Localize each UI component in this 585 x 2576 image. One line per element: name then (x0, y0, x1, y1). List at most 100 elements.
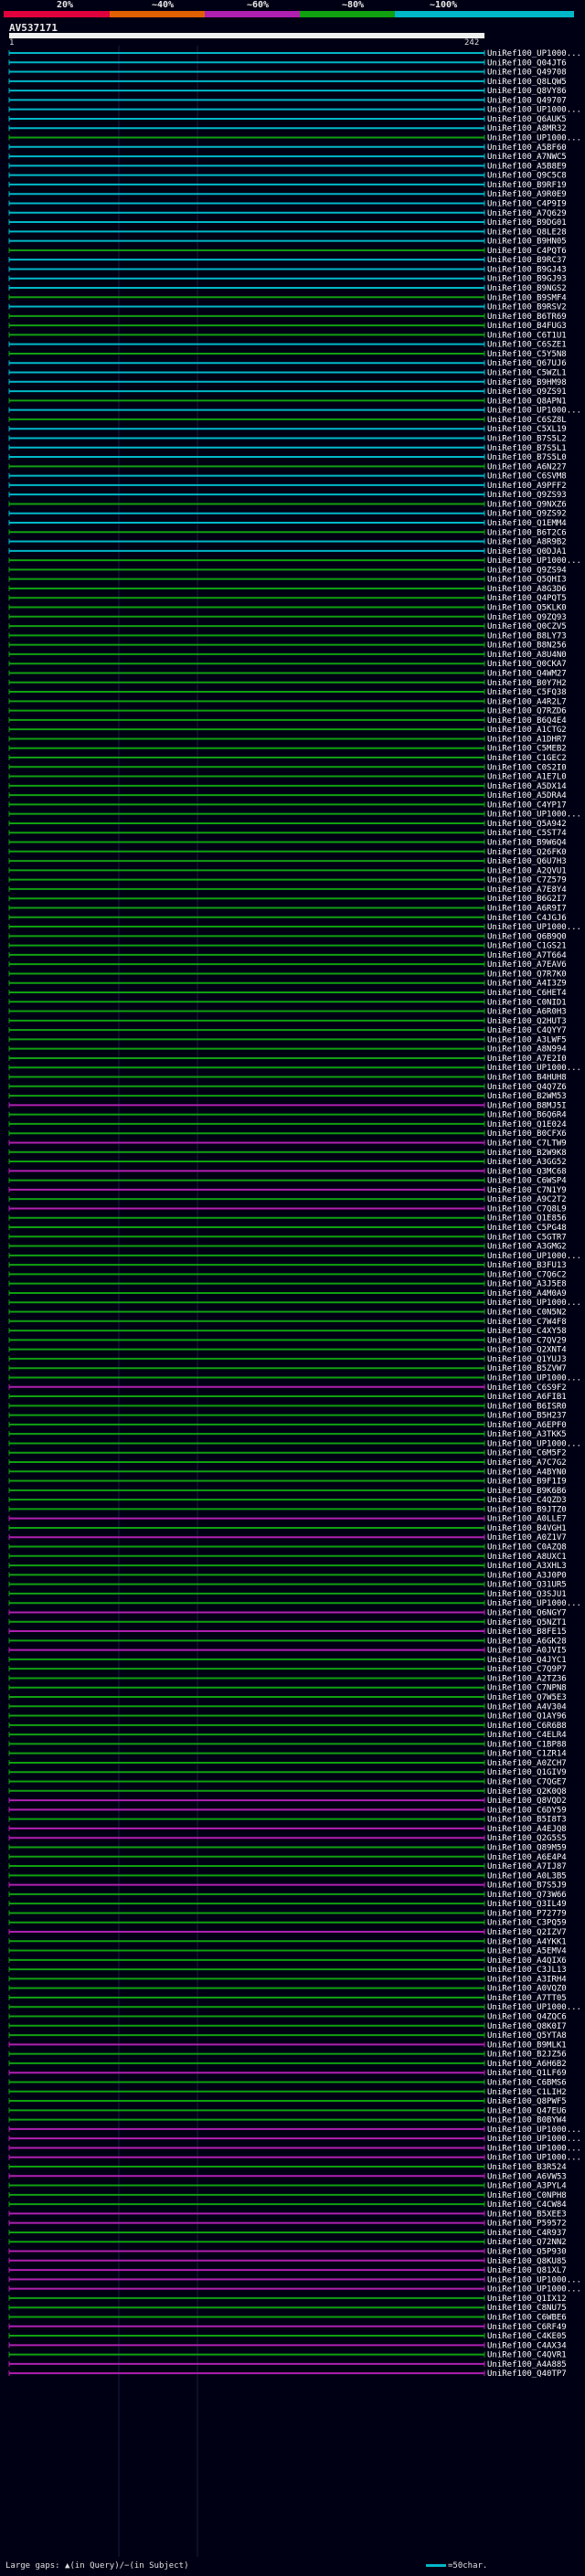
hit-label[interactable]: UniRef100_B7S5L0 (487, 453, 567, 462)
hit-label[interactable]: UniRef100_A2QVU1 (487, 866, 567, 875)
hit-label[interactable]: UniRef100_C0N5N2 (487, 1309, 567, 1318)
hit-label[interactable]: UniRef100_Q1E024 (487, 1120, 567, 1129)
hit-label[interactable]: UniRef100_C7W4F8 (487, 1318, 567, 1327)
hit-label[interactable]: UniRef100_Q5NZT1 (487, 1618, 567, 1627)
hit-label[interactable]: UniRef100_B7S5L2 (487, 434, 567, 443)
hit-label[interactable]: UniRef100_C6SVM8 (487, 472, 567, 482)
hit-label[interactable]: UniRef100_A6R9I7 (487, 904, 567, 913)
hit-label[interactable]: UniRef100_B9RC37 (487, 256, 567, 265)
hit-label[interactable]: UniRef100_A8R9B2 (487, 538, 567, 547)
hit-label[interactable]: UniRef100_C0NPH8 (487, 2191, 567, 2200)
hit-label[interactable]: UniRef100_Q40TP7 (487, 2369, 567, 2379)
hit-label[interactable]: UniRef100_B9RF19 (487, 181, 567, 190)
hit-label[interactable]: UniRef100_UP1000... (487, 557, 581, 566)
hit-label[interactable]: UniRef100_A6EPF0 (487, 1421, 567, 1430)
hit-label[interactable]: UniRef100_Q2IZV7 (487, 1928, 567, 1937)
hit-label[interactable]: UniRef100_B8N256 (487, 641, 567, 651)
hit-label[interactable]: UniRef100_A5DRA4 (487, 791, 567, 800)
hit-label[interactable]: UniRef100_B4FUG3 (487, 322, 567, 331)
hit-label[interactable]: UniRef100_A8MR32 (487, 124, 567, 133)
hit-label[interactable]: UniRef100_Q4WM27 (487, 669, 567, 678)
hit-label[interactable]: UniRef100_C7Q8L9 (487, 1204, 567, 1214)
hit-label[interactable]: UniRef100_C7QV29 (487, 1336, 567, 1345)
hit-label[interactable]: UniRef100_A4R2L7 (487, 697, 567, 706)
hit-label[interactable]: UniRef100_Q5QHI3 (487, 576, 567, 585)
hit-label[interactable]: UniRef100_B9GJ43 (487, 265, 567, 274)
hit-label[interactable]: UniRef100_Q8APN1 (487, 397, 567, 406)
hit-label[interactable]: UniRef100_B0CFX6 (487, 1129, 567, 1139)
hit-label[interactable]: UniRef100_Q5KLK0 (487, 604, 567, 613)
hit-label[interactable]: UniRef100_A7E2I0 (487, 1055, 567, 1064)
hit-label[interactable]: UniRef100_C3PQ59 (487, 1919, 567, 1928)
hit-label[interactable]: UniRef100_Q5P930 (487, 2248, 567, 2257)
hit-label[interactable]: UniRef100_UP1000... (487, 2135, 581, 2144)
hit-label[interactable]: UniRef100_B9DG01 (487, 218, 567, 228)
hit-label[interactable]: UniRef100_Q73W66 (487, 1891, 567, 1900)
hit-label[interactable]: UniRef100_A6FIB1 (487, 1393, 567, 1402)
hit-label[interactable]: UniRef100_C5PG48 (487, 1224, 567, 1233)
hit-label[interactable]: UniRef100_B0BYW4 (487, 2116, 567, 2125)
hit-label[interactable]: UniRef100_A5DX14 (487, 782, 567, 791)
hit-label[interactable]: UniRef100_C7NPN8 (487, 1684, 567, 1693)
hit-label[interactable]: UniRef100_Q7RZD6 (487, 707, 567, 716)
hit-label[interactable]: UniRef100_C0NID1 (487, 998, 567, 1007)
hit-label[interactable]: UniRef100_A9PFF2 (487, 482, 567, 491)
hit-label[interactable]: UniRef100_P72779 (487, 1909, 567, 1918)
hit-label[interactable]: UniRef100_A3IRH4 (487, 1975, 567, 1984)
hit-label[interactable]: UniRef100_Q8KU85 (487, 2257, 567, 2266)
hit-label[interactable]: UniRef100_B9JTZ0 (487, 1505, 567, 1514)
hit-label[interactable]: UniRef100_A9R0E9 (487, 190, 567, 199)
hit-label[interactable]: UniRef100_C6HET4 (487, 989, 567, 998)
hit-label[interactable]: UniRef100_A4BYN0 (487, 1468, 567, 1477)
hit-label[interactable]: UniRef100_A6VW53 (487, 2172, 567, 2181)
hit-label[interactable]: UniRef100_Q9ZS93 (487, 491, 567, 500)
hit-label[interactable]: UniRef100_Q9ZS91 (487, 387, 567, 397)
hit-label[interactable]: UniRef100_B5ZVW7 (487, 1364, 567, 1373)
hit-label[interactable]: UniRef100_UP1000... (487, 1299, 581, 1308)
hit-label[interactable]: UniRef100_A1CTG2 (487, 726, 567, 735)
hit-label[interactable]: UniRef100_Q9ZS92 (487, 510, 567, 519)
hit-label[interactable]: UniRef100_Q31UR5 (487, 1581, 567, 1590)
hit-label[interactable]: UniRef100_A7IJ87 (487, 1862, 567, 1871)
hit-label[interactable]: UniRef100_A6N227 (487, 462, 567, 472)
hit-label[interactable]: UniRef100_Q6U7H3 (487, 857, 567, 866)
hit-label[interactable]: UniRef100_C4ELR4 (487, 1731, 567, 1740)
hit-label[interactable]: UniRef100_A0L3B5 (487, 1871, 567, 1881)
hit-label[interactable]: UniRef100_Q0CZV5 (487, 622, 567, 631)
hit-label[interactable]: UniRef100_B6T2C6 (487, 528, 567, 537)
hit-label[interactable]: UniRef100_A0VQZ0 (487, 1985, 567, 1994)
hit-label[interactable]: UniRef100_A0JVI5 (487, 1647, 567, 1656)
hit-label[interactable]: UniRef100_C0AZQ8 (487, 1543, 567, 1553)
hit-label[interactable]: UniRef100_Q9ZS94 (487, 566, 567, 575)
hit-label[interactable]: UniRef100_C6S9F2 (487, 1383, 567, 1393)
hit-label[interactable]: UniRef100_A0Z1V7 (487, 1533, 567, 1542)
hit-label[interactable]: UniRef100_A3XHL3 (487, 1562, 567, 1571)
hit-label[interactable]: UniRef100_B4HUH8 (487, 1074, 567, 1083)
hit-label[interactable]: UniRef100_A3GG52 (487, 1158, 567, 1167)
hit-label[interactable]: UniRef100_C4PQT6 (487, 247, 567, 256)
hit-label[interactable]: UniRef100_Q9ZQ93 (487, 613, 567, 622)
hit-label[interactable]: UniRef100_Q2XNT4 (487, 1346, 567, 1355)
hit-label[interactable]: UniRef100_A9C2T2 (487, 1195, 567, 1204)
hit-label[interactable]: UniRef100_C7N1Y9 (487, 1186, 567, 1195)
hit-label[interactable]: UniRef100_Q49707 (487, 96, 567, 105)
hit-label[interactable]: UniRef100_UP1000... (487, 2003, 581, 2012)
hit-label[interactable]: UniRef100_B6Q4E4 (487, 716, 567, 726)
hit-label[interactable]: UniRef100_B5I8T3 (487, 1816, 567, 1825)
hit-label[interactable]: UniRef100_Q1E856 (487, 1214, 567, 1224)
hit-label[interactable]: UniRef100_C4QZD3 (487, 1496, 567, 1505)
hit-label[interactable]: UniRef100_C7Q6C2 (487, 1270, 567, 1279)
hit-label[interactable]: UniRef100_A7TT05 (487, 1994, 567, 2003)
hit-label[interactable]: UniRef100_Q9NXZ6 (487, 500, 567, 509)
hit-label[interactable]: UniRef100_A7NWC5 (487, 153, 567, 162)
hit-label[interactable]: UniRef100_UP1000... (487, 2144, 581, 2153)
hit-label[interactable]: UniRef100_C4JGJ6 (487, 914, 567, 923)
hit-label[interactable]: UniRef100_A1E7L0 (487, 773, 567, 782)
hit-label[interactable]: UniRef100_UP1000... (487, 1599, 581, 1608)
hit-label[interactable]: UniRef100_Q1EMM4 (487, 519, 567, 528)
hit-label[interactable]: UniRef100_A8UXC1 (487, 1553, 567, 1562)
hit-label[interactable]: UniRef100_B9SMF4 (487, 293, 567, 302)
hit-label[interactable]: UniRef100_Q4Q7Z6 (487, 1083, 567, 1092)
hit-label[interactable]: UniRef100_B7S5J9 (487, 1882, 567, 1891)
hit-label[interactable]: UniRef100_UP1000... (487, 106, 581, 115)
